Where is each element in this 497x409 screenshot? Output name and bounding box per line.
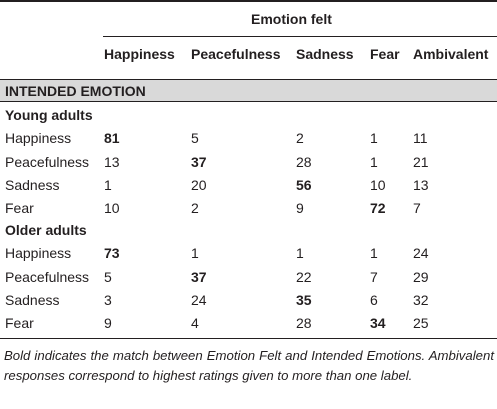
table-cell: 1 [370, 245, 378, 261]
table-bottom-rule [0, 338, 497, 339]
table-cell: 72 [370, 200, 386, 216]
section-bottom-rule [0, 101, 497, 102]
row-label: Peacefulness [5, 269, 90, 285]
table-cell: 5 [191, 130, 199, 146]
table-cell: 11 [413, 130, 428, 146]
table-cell: 10 [104, 200, 120, 216]
table-cell: 10 [370, 177, 386, 193]
header-bottom-rule [0, 79, 497, 80]
table-cell: 81 [104, 130, 120, 146]
table-cell: 6 [370, 292, 378, 308]
table-cell: 2 [191, 200, 199, 216]
row-label: Happiness [5, 245, 72, 261]
table-cell: 1 [296, 245, 304, 261]
row-label: Happiness [5, 130, 72, 146]
table-cell: 13 [104, 154, 120, 170]
column-header-ambivalent: Ambivalent [413, 46, 489, 62]
table-cell: 1 [191, 245, 199, 261]
table-cell: 24 [191, 292, 207, 308]
group-label-older-adults: Older adults [5, 222, 87, 238]
row-label: Fear [5, 200, 34, 216]
table-cell: 5 [104, 269, 112, 285]
row-label: Peacefulness [5, 154, 90, 170]
top-rule [0, 0, 497, 2]
section-title: INTENDED EMOTION [5, 83, 146, 99]
table-cell: 1 [104, 177, 112, 193]
table-cell: 20 [191, 177, 207, 193]
header-rule-short [103, 36, 497, 37]
column-header-fear: Fear [370, 46, 400, 62]
table-cell: 35 [296, 292, 312, 308]
table-cell: 29 [413, 269, 429, 285]
table-cell: 32 [413, 292, 429, 308]
row-label: Sadness [5, 177, 60, 193]
table-cell: 1 [370, 154, 378, 170]
table-cell: 9 [296, 200, 304, 216]
column-header-happiness: Happiness [104, 46, 175, 62]
table-cell: 28 [296, 315, 312, 331]
group-label-young-adults: Young adults [5, 107, 93, 123]
table-cell: 22 [296, 269, 312, 285]
table-cell: 2 [296, 130, 304, 146]
table-cell: 7 [370, 269, 378, 285]
table-cell: 3 [104, 292, 112, 308]
table-cell: 37 [191, 269, 207, 285]
table-cell: 28 [296, 154, 312, 170]
table-cell: 56 [296, 177, 312, 193]
table-cell: 25 [413, 315, 429, 331]
table-cell: 34 [370, 315, 386, 331]
column-header-peacefulness: Peacefulness [191, 46, 281, 62]
table-cell: 21 [413, 154, 429, 170]
row-label: Fear [5, 315, 34, 331]
table-cell: 13 [413, 177, 429, 193]
column-header-sadness: Sadness [296, 46, 354, 62]
table-cell: 24 [413, 245, 429, 261]
table-cell: 73 [104, 245, 120, 261]
table-cell: 7 [413, 200, 421, 216]
row-label: Sadness [5, 292, 60, 308]
table-cell: 1 [370, 130, 378, 146]
table-cell: 9 [104, 315, 112, 331]
table-cell: 4 [191, 315, 199, 331]
table-footnote: Bold indicates the match between Emotion… [4, 348, 494, 383]
header-group-label: Emotion felt [251, 11, 332, 27]
table-cell: 37 [191, 154, 207, 170]
section-band [0, 80, 497, 101]
